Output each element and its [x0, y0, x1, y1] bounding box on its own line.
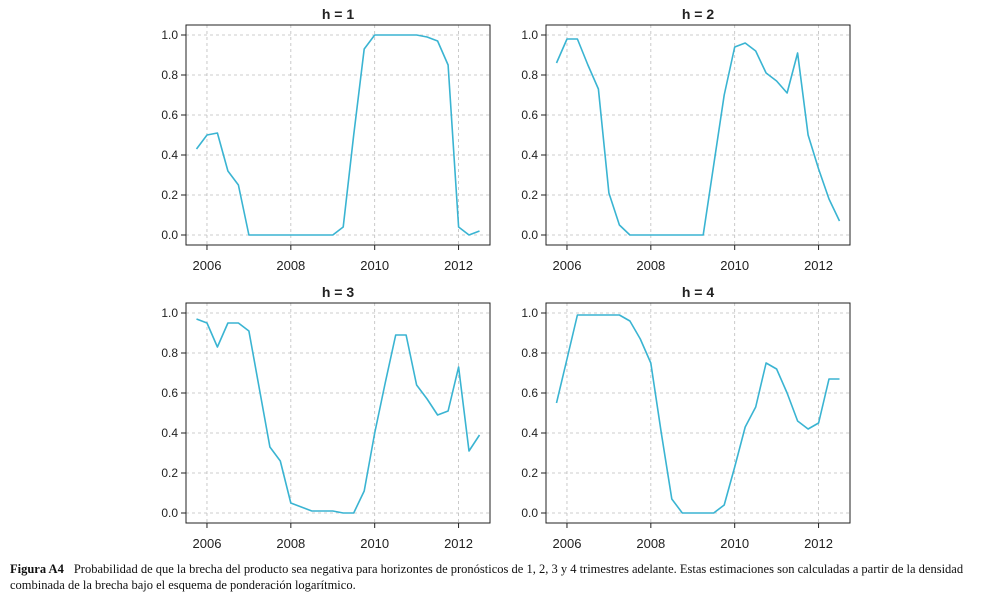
y-tick-label: 1.0 [521, 28, 538, 42]
y-tick-label: 0.6 [161, 386, 178, 400]
plot-frame [185, 302, 491, 524]
x-tick-label: 2010 [360, 258, 389, 273]
figure-caption: Figura A4 Probabilidad de que la brecha d… [10, 561, 1002, 593]
y-tick-label: 0.4 [521, 148, 538, 162]
chart-panel-1: h = 1 0.0 0.2 0.4 0.6 0.8 1.0 2006 2008 2010 2012 [161, 6, 491, 273]
series-line [555, 38, 841, 236]
x-tick-label: 2012 [804, 536, 833, 551]
x-tick-label: 2012 [444, 258, 473, 273]
y-tick-label: 0.2 [521, 188, 538, 202]
plot-frame [545, 302, 851, 524]
x-tick-label: 2012 [444, 536, 473, 551]
y-tick-label: 0.2 [161, 466, 178, 480]
x-tick-label: 2006 [553, 536, 582, 551]
x-tick-label: 2008 [276, 536, 305, 551]
panel-title: h = 1 [322, 6, 355, 22]
x-tick-label: 2010 [360, 536, 389, 551]
y-tick-label: 0.6 [521, 386, 538, 400]
y-tick-label: 1.0 [521, 306, 538, 320]
panel-title: h = 4 [682, 284, 715, 300]
y-tick-label: 0.4 [161, 148, 178, 162]
panel-title: h = 2 [682, 6, 715, 22]
x-tick-label: 2008 [636, 536, 665, 551]
x-tick-label: 2010 [720, 536, 749, 551]
panel-title: h = 3 [322, 284, 355, 300]
chart-panel-2: h = 2 0.0 0.2 0.4 0.6 0.8 1.0 2006 2008 2010 2012 [521, 6, 851, 273]
x-tick-label: 2008 [636, 258, 665, 273]
x-tick-label: 2006 [193, 536, 222, 551]
chart-panel-4: h = 4 0.0 0.2 0.4 0.6 0.8 1.0 2006 2008 2010 2012 [521, 284, 851, 551]
y-tick-label: 0.2 [521, 466, 538, 480]
y-tick-label: 0.4 [161, 426, 178, 440]
x-tick-label: 2006 [193, 258, 222, 273]
y-tick-label: 1.0 [161, 28, 178, 42]
y-tick-label: 0.4 [521, 426, 538, 440]
y-tick-label: 0.6 [161, 108, 178, 122]
y-tick-label: 0.0 [161, 228, 178, 242]
x-tick-label: 2012 [804, 258, 833, 273]
x-tick-label: 2008 [276, 258, 305, 273]
chart-panel-3: h = 3 0.0 0.2 0.4 0.6 0.8 1.0 2006 2008 2010 2012 [161, 284, 491, 551]
series-line [196, 318, 481, 514]
series-line [555, 314, 840, 514]
y-tick-label: 0.8 [161, 346, 178, 360]
series-line [195, 34, 480, 236]
plot-frame [545, 24, 851, 246]
plot-frame [185, 24, 491, 246]
y-tick-label: 0.8 [521, 346, 538, 360]
y-tick-label: 1.0 [161, 306, 178, 320]
caption-label: Figura A4 [10, 562, 64, 576]
y-tick-label: 0.0 [521, 228, 538, 242]
y-tick-label: 0.8 [521, 68, 538, 82]
y-tick-label: 0.0 [161, 506, 178, 520]
x-tick-label: 2010 [720, 258, 749, 273]
y-tick-label: 0.2 [161, 188, 178, 202]
caption-text: Probabilidad de que la brecha del produc… [10, 562, 964, 592]
y-tick-label: 0.0 [521, 506, 538, 520]
y-tick-label: 0.8 [161, 68, 178, 82]
y-tick-label: 0.6 [521, 108, 538, 122]
x-tick-label: 2006 [553, 258, 582, 273]
